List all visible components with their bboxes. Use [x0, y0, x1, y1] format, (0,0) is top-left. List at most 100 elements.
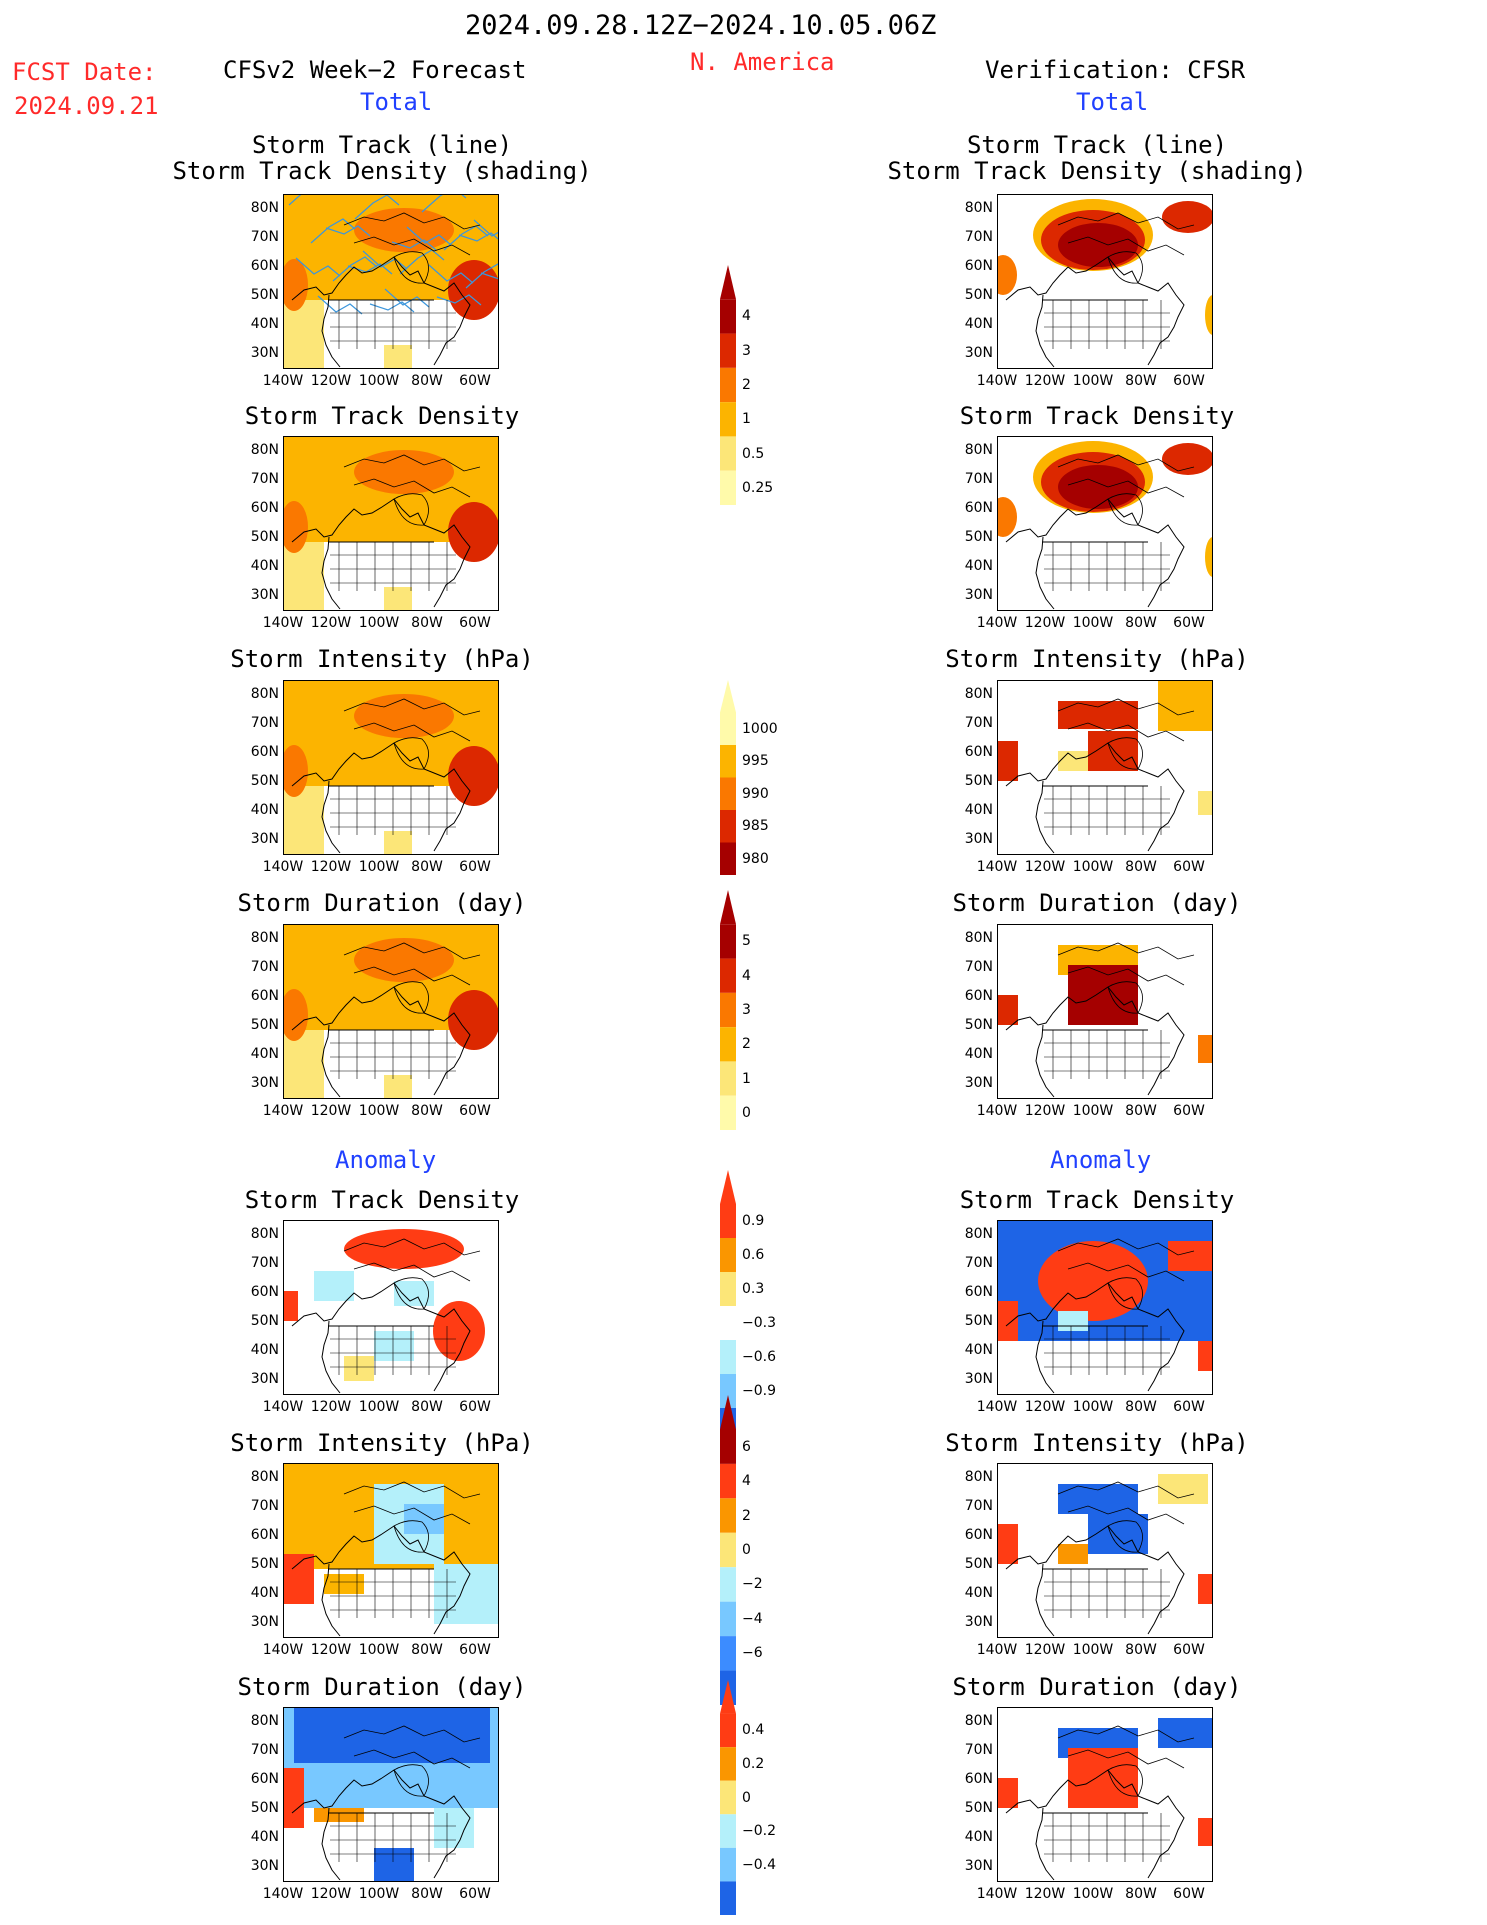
colorbar-tick-label: 1000 [742, 720, 778, 737]
forecast-title: CFSv2 Week−2 Forecast [223, 56, 527, 84]
colorbar-swatch [720, 1881, 736, 1915]
lon-tick-label: 80W [411, 373, 443, 389]
colorbar-anom-duration [720, 1680, 736, 1915]
lon-tick-label: 80W [1125, 1886, 1157, 1902]
lat-tick-label: 30N [250, 831, 279, 847]
lon-tick-label: 100W [1072, 1103, 1114, 1119]
colorbar-tick-label: 2 [742, 1507, 751, 1524]
colorbar-tick-label: 0 [742, 1789, 751, 1806]
map-field-svg [284, 195, 498, 368]
colorbar-tick-label: 0.25 [742, 479, 774, 496]
panel-title-track-line-vf: Storm Track (line) [966, 131, 1228, 159]
colorbar-tick-label: 1 [742, 411, 751, 428]
colorbar-tick-label: 2 [742, 377, 751, 393]
lon-tick-label: 80W [411, 1103, 443, 1119]
lat-tick-label: 60N [964, 744, 993, 760]
lat-tick-label: 30N [964, 1075, 993, 1091]
colorbar-tick-label: −0.6 [742, 1349, 776, 1365]
anomaly-label-left: Anomaly [335, 1146, 437, 1174]
map-field-svg [284, 1229, 485, 1394]
lon-tick-label: 80W [411, 615, 443, 631]
anomaly-label-right: Anomaly [1050, 1146, 1152, 1174]
lat-tick-label: 80N [964, 1226, 993, 1242]
lat-tick-label: 60N [250, 744, 279, 760]
colorbar-density [720, 265, 736, 505]
colorbar-swatch [720, 402, 736, 437]
lat-tick-label: 40N [250, 1046, 279, 1062]
colorbar-swatch [720, 842, 736, 875]
colorbar-tick-label: −0.4 [742, 1856, 776, 1873]
panel-title-intensity-vf: Storm Intensity (hPa) [945, 645, 1249, 673]
colorbar-tick-label: −0.3 [742, 1315, 776, 1331]
colorbar-swatch [720, 367, 736, 403]
colorbar-swatch [720, 1567, 736, 1602]
panel-title-intensity-fc: Storm Intensity (hPa) [230, 645, 534, 673]
lat-tick-label: 80N [250, 1226, 279, 1242]
lon-tick-label: 60W [459, 1642, 491, 1658]
lon-tick-label: 60W [1173, 859, 1205, 875]
lon-tick-label: 100W [358, 1103, 400, 1119]
panel-title-anom-density-vf: Storm Track Density [959, 1186, 1235, 1214]
colorbar-anom-intensity [720, 1395, 736, 1705]
lat-tick-label: 80N [964, 200, 993, 216]
colorbar-swatch [720, 958, 736, 993]
lat-tick-label: 70N [250, 715, 279, 731]
colorbar-tick-label: 0.5 [742, 445, 765, 462]
lat-tick-label: 80N [964, 1469, 993, 1485]
lat-tick-label: 60N [250, 988, 279, 1004]
lon-tick-label: 100W [358, 1642, 400, 1658]
lon-tick-label: 60W [459, 859, 491, 875]
lat-tick-label: 60N [964, 988, 993, 1004]
lon-tick-label: 140W [262, 1886, 304, 1902]
lat-tick-label: 80N [964, 930, 993, 946]
colorbar-tick-label: −4 [742, 1610, 763, 1627]
lat-tick-label: 30N [250, 1371, 279, 1387]
colorbar-tick-label: −0.2 [742, 1823, 776, 1840]
colorbar-swatch [720, 1747, 736, 1781]
lat-tick-label: 80N [964, 442, 993, 458]
lon-tick-label: 100W [358, 373, 400, 389]
lon-tick-label: 140W [976, 1103, 1018, 1119]
map-field-svg [998, 441, 1212, 610]
colorbar-swatch [720, 992, 736, 1028]
lon-tick-label: 100W [358, 615, 400, 631]
panel-title-anom-density-fc: Storm Track Density [244, 1186, 520, 1214]
lon-tick-label: 140W [976, 859, 1018, 875]
colorbar-tick-label: 3 [742, 342, 751, 359]
colorbar-swatch [720, 470, 736, 505]
map-field-svg [998, 1474, 1212, 1637]
lat-tick-label: 40N [250, 1829, 279, 1845]
lon-tick-label: 80W [1125, 615, 1157, 631]
lat-tick-label: 40N [964, 1342, 993, 1358]
colorbar-swatch [720, 1532, 736, 1568]
lat-tick-label: 50N [250, 1556, 279, 1572]
lon-tick-label: 120W [310, 615, 352, 631]
colorbar-tick-label: 0.4 [742, 1722, 765, 1739]
lon-tick-label: 120W [310, 1103, 352, 1119]
lat-tick-label: 70N [964, 1742, 993, 1758]
lon-tick-label: 80W [411, 1399, 443, 1415]
lon-tick-label: 100W [1072, 1886, 1114, 1902]
colorbar-swatch [720, 745, 736, 778]
lon-tick-label: 140W [262, 373, 304, 389]
colorbar-swatch [720, 1272, 736, 1306]
colorbar-tick-label: 0 [742, 1104, 751, 1121]
map-field-svg [284, 925, 498, 1098]
colorbar-tick-label: 6 [742, 1438, 751, 1455]
colorbar-tick-label: 0.3 [742, 1281, 765, 1297]
colorbar-tick-label: 995 [742, 753, 769, 770]
lat-tick-label: 50N [964, 1556, 993, 1572]
lon-tick-label: 120W [1024, 859, 1066, 875]
lat-tick-label: 70N [964, 1255, 993, 1271]
panel-title-anom-intensity-vf: Storm Intensity (hPa) [945, 1429, 1249, 1457]
lon-tick-label: 140W [262, 1642, 304, 1658]
colorbar-swatch [720, 1601, 736, 1637]
colorbar-swatch [720, 1374, 736, 1408]
lat-tick-label: 40N [964, 316, 993, 332]
lat-tick-label: 50N [250, 287, 279, 303]
lon-tick-label: 120W [1024, 1886, 1066, 1902]
lat-tick-label: 30N [964, 587, 993, 603]
lon-tick-label: 120W [1024, 615, 1066, 631]
lat-tick-label: 70N [250, 1255, 279, 1271]
colorbar-tick-label: 0.9 [742, 1213, 765, 1229]
